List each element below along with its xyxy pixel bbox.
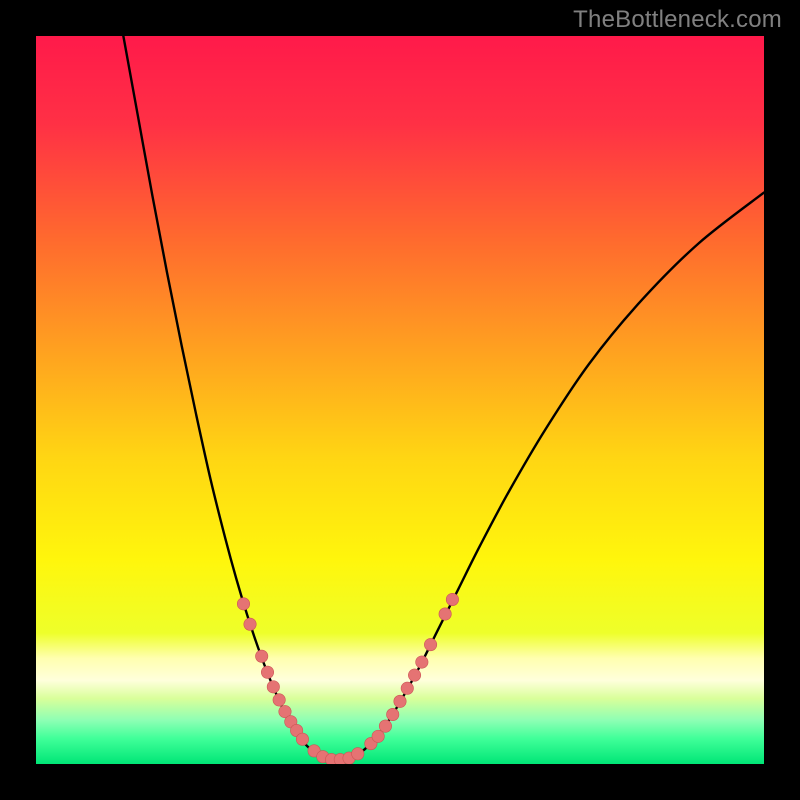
data-marker — [439, 608, 451, 620]
data-marker — [255, 650, 267, 662]
data-marker — [379, 720, 391, 732]
chart-svg — [36, 36, 764, 764]
data-marker — [408, 669, 420, 681]
data-marker — [372, 730, 384, 742]
data-marker — [401, 682, 413, 694]
watermark-text: TheBottleneck.com — [573, 6, 782, 34]
data-marker — [416, 656, 428, 668]
gradient-background — [36, 36, 764, 764]
data-marker — [446, 593, 458, 605]
data-marker — [387, 708, 399, 720]
data-marker — [296, 733, 308, 745]
data-marker — [273, 694, 285, 706]
plot-area — [36, 36, 764, 764]
data-marker — [261, 666, 273, 678]
data-marker — [237, 598, 249, 610]
data-marker — [394, 695, 406, 707]
data-marker — [352, 748, 364, 760]
data-marker — [244, 618, 256, 630]
data-marker — [267, 681, 279, 693]
data-marker — [424, 638, 436, 650]
